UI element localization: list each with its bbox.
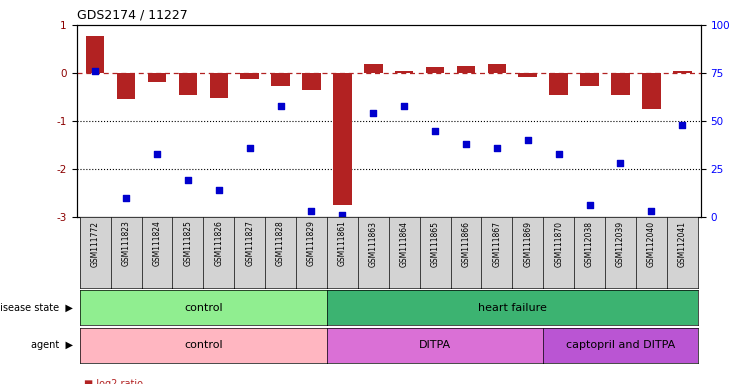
Point <box>615 160 626 166</box>
Point <box>213 187 225 193</box>
Text: GSM111826: GSM111826 <box>215 220 223 266</box>
Bar <box>210 73 228 98</box>
Bar <box>580 73 599 86</box>
Text: GSM111828: GSM111828 <box>276 220 285 266</box>
Point <box>306 208 318 214</box>
Point <box>399 103 410 109</box>
Bar <box>240 73 259 79</box>
Point <box>182 177 193 184</box>
Text: GSM111869: GSM111869 <box>523 220 532 266</box>
Text: GDS2174 / 11227: GDS2174 / 11227 <box>77 8 188 21</box>
Bar <box>147 73 166 82</box>
Text: ■ log2 ratio: ■ log2 ratio <box>84 379 143 384</box>
Bar <box>518 73 537 77</box>
Bar <box>333 73 352 205</box>
Bar <box>364 65 383 73</box>
Point <box>120 195 132 201</box>
Text: GSM111865: GSM111865 <box>431 220 439 266</box>
Text: agent  ▶: agent ▶ <box>31 340 73 350</box>
Text: GSM111864: GSM111864 <box>399 220 409 266</box>
Text: GSM112038: GSM112038 <box>585 220 594 266</box>
Text: GSM111863: GSM111863 <box>369 220 378 266</box>
Text: GSM111870: GSM111870 <box>554 220 563 266</box>
Point <box>274 103 286 109</box>
Text: GSM111772: GSM111772 <box>91 220 100 266</box>
Point <box>491 145 503 151</box>
Text: GSM111861: GSM111861 <box>338 220 347 266</box>
Text: heart failure: heart failure <box>478 303 547 313</box>
Bar <box>550 73 568 94</box>
Point <box>645 208 657 214</box>
Point <box>460 141 472 147</box>
Text: GSM111867: GSM111867 <box>492 220 502 266</box>
Bar <box>488 65 506 73</box>
Text: control: control <box>184 340 223 350</box>
Text: GSM112040: GSM112040 <box>647 220 656 266</box>
Text: GSM111866: GSM111866 <box>461 220 470 266</box>
Point <box>584 202 596 209</box>
Bar <box>86 36 104 73</box>
Text: GSM111827: GSM111827 <box>245 220 254 266</box>
Bar <box>426 67 445 73</box>
Bar <box>457 66 475 73</box>
Bar <box>179 73 197 94</box>
Point <box>429 127 441 134</box>
Bar <box>611 73 630 94</box>
Point <box>522 137 534 143</box>
Bar <box>302 73 320 90</box>
Text: GSM112039: GSM112039 <box>616 220 625 266</box>
Text: DITPA: DITPA <box>419 340 451 350</box>
Text: disease state  ▶: disease state ▶ <box>0 303 73 313</box>
Text: captopril and DITPA: captopril and DITPA <box>566 340 675 350</box>
Point <box>677 122 688 128</box>
Text: GSM111825: GSM111825 <box>183 220 193 266</box>
Text: control: control <box>184 303 223 313</box>
Point <box>367 110 379 116</box>
Bar <box>642 73 661 109</box>
Point <box>337 212 348 218</box>
Text: GSM112041: GSM112041 <box>677 220 687 266</box>
Point <box>553 151 564 157</box>
Bar <box>117 73 135 99</box>
Bar <box>673 71 691 73</box>
Point <box>89 68 101 74</box>
Bar <box>395 71 413 73</box>
Text: GSM111824: GSM111824 <box>153 220 161 266</box>
Bar <box>272 73 290 86</box>
Point <box>151 151 163 157</box>
Text: GSM111823: GSM111823 <box>122 220 131 266</box>
Point <box>244 145 256 151</box>
Text: GSM111829: GSM111829 <box>307 220 316 266</box>
